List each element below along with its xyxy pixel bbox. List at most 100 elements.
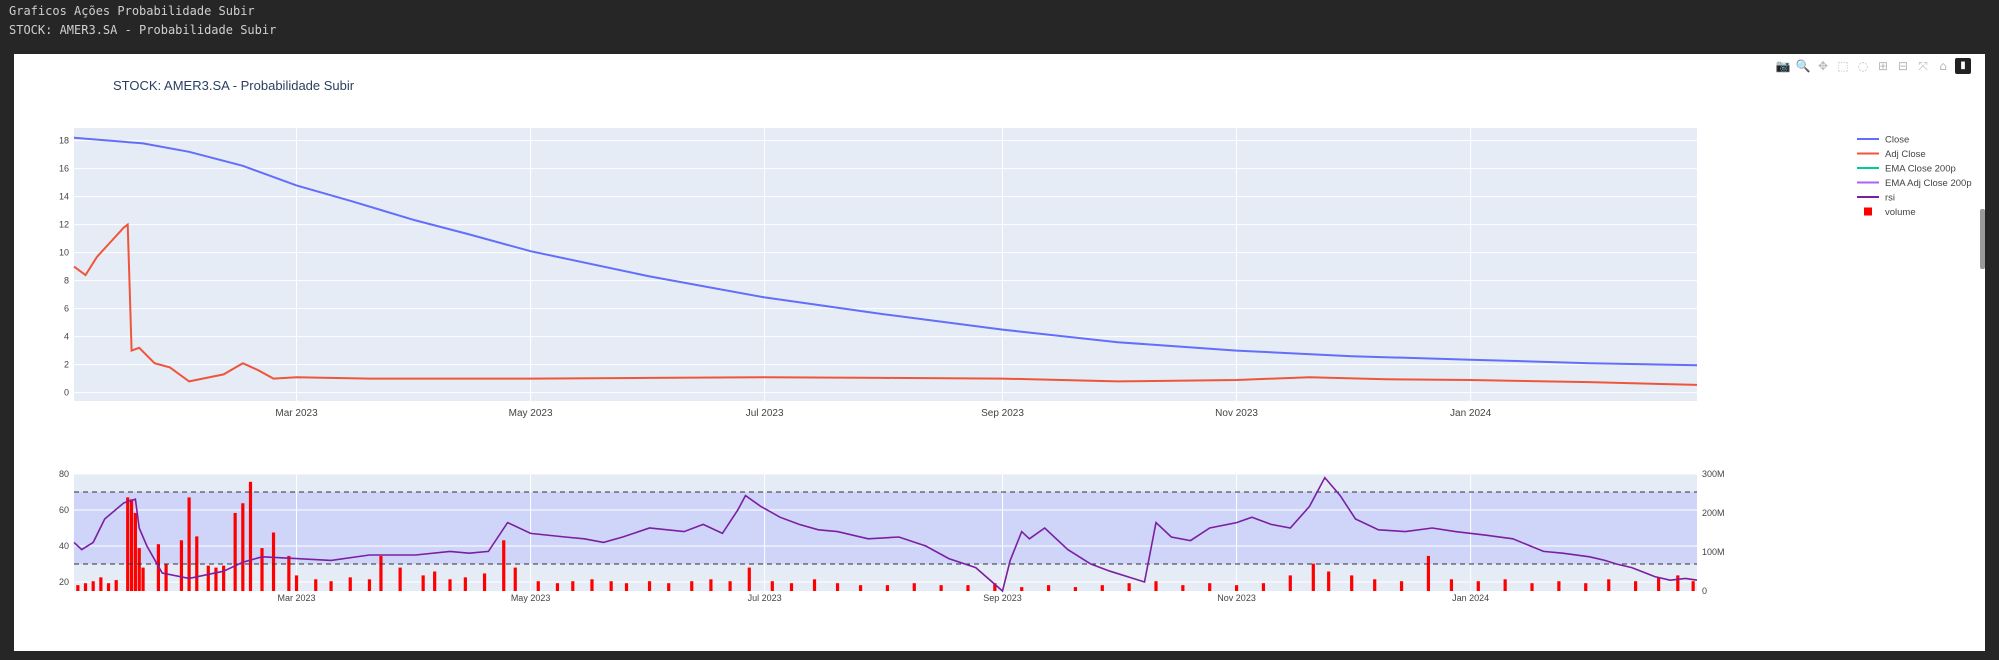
- volume-bar: [367, 579, 372, 591]
- top-y-tick-label: 8: [64, 276, 69, 286]
- volume-bar: [1208, 583, 1212, 591]
- volume-bar: [76, 585, 80, 591]
- reset-axes-icon[interactable]: ⌂: [1939, 59, 1947, 73]
- volume-bar: [555, 583, 560, 591]
- volume-bar: [1311, 563, 1315, 591]
- volume-bar: [647, 581, 652, 591]
- volume-bar: [179, 540, 184, 591]
- volume-bar: [536, 581, 540, 591]
- volume-bar: [939, 585, 943, 591]
- camera-icon[interactable]: 📷: [1775, 59, 1791, 73]
- zoom-icon[interactable]: 🔍: [1795, 59, 1811, 73]
- top-x-tick-label: Jan 2024: [1450, 408, 1492, 419]
- top-y-tick-label: 0: [64, 388, 69, 398]
- top-y-tick-label: 12: [59, 220, 69, 230]
- scrollbar-thumb[interactable]: [1980, 209, 1985, 269]
- top-y-tick-label: 4: [64, 332, 69, 342]
- volume-bar: [1020, 587, 1024, 591]
- series-line-rsi: [73, 476, 1698, 593]
- legend-item-label: EMA Close 200p: [1885, 164, 1956, 175]
- legend-item-label: Adj Close: [1885, 149, 1926, 160]
- series-line-close: [73, 136, 1698, 367]
- volume-bar: [812, 579, 817, 591]
- volume-bar: [137, 548, 141, 591]
- lasso-icon[interactable]: ◌: [1857, 59, 1869, 73]
- volume-bar: [1327, 571, 1331, 591]
- volume-bar: [294, 575, 299, 591]
- volume-bar: [590, 579, 594, 591]
- chart-card: Mar 2023 May 2023 Jul 2023 Sep 2023 Nov 2023…: [14, 54, 1985, 651]
- volume-bar: [314, 579, 318, 591]
- volume-bar: [1373, 579, 1377, 591]
- bottom-y-tick-label: 60: [59, 505, 69, 515]
- volume-bar: [1530, 583, 1534, 591]
- volume-bar: [667, 583, 671, 591]
- volume-bar: [1288, 575, 1292, 591]
- volume-bar: [1234, 585, 1239, 591]
- legend-item-label: EMA Adj Close 200p: [1885, 178, 1972, 189]
- volume-bar: [482, 573, 487, 591]
- bottom-x-tick-label: Nov 2023: [1217, 593, 1256, 603]
- volume-bar: [114, 580, 118, 591]
- bottom-x-tick-label: Jul 2023: [748, 593, 782, 603]
- volume-bar: [141, 567, 145, 591]
- volume-bar: [770, 581, 774, 591]
- volume-bar: [993, 583, 997, 591]
- volume-bar: [329, 581, 333, 591]
- volume-bar: [379, 555, 383, 591]
- volume-bar: [1181, 585, 1185, 591]
- volume-bar: [1691, 581, 1695, 591]
- volume-bar: [195, 536, 199, 591]
- volume-bar: [164, 563, 168, 591]
- volume-bar: [1073, 587, 1078, 591]
- volume-bar: [1476, 581, 1480, 591]
- top-x-tick-label: Jul 2023: [746, 408, 784, 419]
- volume-bar: [690, 581, 694, 591]
- volume-bar: [448, 579, 452, 591]
- volume-axis-tick-label: 200M: [1702, 508, 1725, 518]
- volume-bar: [433, 571, 437, 591]
- top-x-tick-label: May 2023: [509, 408, 553, 419]
- volume-bar: [206, 565, 210, 591]
- top-y-tick-label: 16: [59, 164, 69, 174]
- top-y-tick-label: 2: [64, 360, 69, 370]
- volume-bar: [1046, 585, 1051, 591]
- legend-item-label: Close: [1885, 135, 1909, 146]
- legend-item-label: rsi: [1885, 193, 1895, 204]
- volume-bar: [789, 583, 794, 591]
- volume-bar: [502, 540, 506, 591]
- top-y-tick-label: 10: [59, 248, 69, 258]
- zoom-out-icon[interactable]: ⊟: [1897, 59, 1909, 73]
- volume-bar: [129, 499, 134, 591]
- bottom-x-tick-label: Jan 2024: [1452, 593, 1489, 603]
- chart-title: STOCK: AMER3.SA - Probabilidade Subir: [113, 78, 355, 93]
- bottom-x-tick-label: Sep 2023: [983, 593, 1022, 603]
- volume-bar: [421, 575, 425, 591]
- volume-bar: [1426, 555, 1431, 591]
- pan-icon[interactable]: ✥: [1817, 59, 1829, 73]
- volume-bar: [728, 581, 732, 591]
- zoom-in-icon[interactable]: ⊞: [1877, 59, 1889, 73]
- volume-bar: [398, 567, 402, 591]
- autoscale-icon[interactable]: ⤧: [1918, 59, 1928, 73]
- volume-bar: [858, 585, 863, 591]
- chart-svg[interactable]: Mar 2023 May 2023 Jul 2023 Sep 2023 Nov 2023…: [14, 54, 1985, 651]
- bottom-y-tick-label: 20: [59, 577, 69, 587]
- volume-bar: [463, 577, 467, 591]
- page-header-subtitle: STOCK: AMER3.SA - Probabilidade Subir: [9, 23, 277, 37]
- volume-bar: [241, 503, 245, 591]
- volume-bar: [1503, 579, 1507, 591]
- volume-bar: [1676, 575, 1680, 591]
- top-y-tick-label: 6: [64, 304, 69, 314]
- page-header-title: Graficos Ações Probabilidade Subir: [9, 4, 255, 18]
- volume-bar: [348, 577, 352, 591]
- volume-bar: [885, 585, 890, 591]
- top-x-tick-label: Nov 2023: [1215, 408, 1258, 419]
- plotly-logo-icon[interactable]: ▮: [1955, 58, 1971, 74]
- volume-bar: [214, 567, 218, 591]
- volume-bar: [609, 581, 613, 591]
- volume-bar: [513, 567, 517, 591]
- volume-bar: [571, 581, 575, 591]
- volume-bar: [106, 583, 111, 591]
- box-select-icon[interactable]: ⬚: [1837, 59, 1849, 73]
